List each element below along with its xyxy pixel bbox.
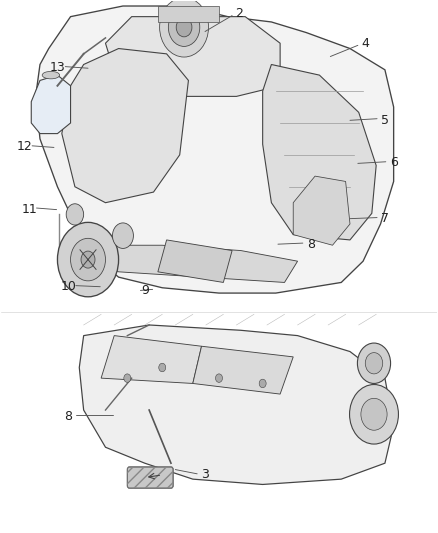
Ellipse shape <box>42 71 60 79</box>
Polygon shape <box>62 49 188 203</box>
Polygon shape <box>193 346 293 394</box>
Circle shape <box>168 8 200 46</box>
Text: 4: 4 <box>361 37 369 50</box>
Polygon shape <box>263 64 376 240</box>
Circle shape <box>57 222 119 297</box>
Text: 13: 13 <box>49 61 65 74</box>
Text: 9: 9 <box>141 284 149 297</box>
Text: 3: 3 <box>201 469 209 481</box>
Text: 12: 12 <box>17 140 32 154</box>
Text: 6: 6 <box>390 156 398 169</box>
Circle shape <box>361 398 387 430</box>
Circle shape <box>71 238 106 281</box>
Circle shape <box>159 0 208 57</box>
Polygon shape <box>158 6 219 22</box>
Polygon shape <box>101 336 201 383</box>
Polygon shape <box>79 325 394 484</box>
Text: 2: 2 <box>235 7 243 20</box>
Text: 8: 8 <box>64 410 72 423</box>
Circle shape <box>124 374 131 382</box>
Circle shape <box>113 223 134 248</box>
Circle shape <box>350 384 399 444</box>
Polygon shape <box>35 6 394 293</box>
Text: 8: 8 <box>307 238 314 251</box>
Polygon shape <box>31 75 71 134</box>
Circle shape <box>66 204 84 225</box>
Circle shape <box>159 364 166 372</box>
Polygon shape <box>106 17 280 96</box>
Circle shape <box>365 353 383 374</box>
Text: 7: 7 <box>381 212 389 225</box>
Polygon shape <box>293 176 350 245</box>
Circle shape <box>176 18 192 37</box>
FancyBboxPatch shape <box>127 467 173 488</box>
Polygon shape <box>158 240 232 282</box>
Circle shape <box>215 374 223 382</box>
Polygon shape <box>92 245 297 282</box>
Circle shape <box>259 379 266 387</box>
Text: 11: 11 <box>21 203 37 215</box>
Text: 5: 5 <box>381 114 389 127</box>
Circle shape <box>81 251 95 268</box>
Text: 10: 10 <box>60 280 76 293</box>
Circle shape <box>357 343 391 383</box>
